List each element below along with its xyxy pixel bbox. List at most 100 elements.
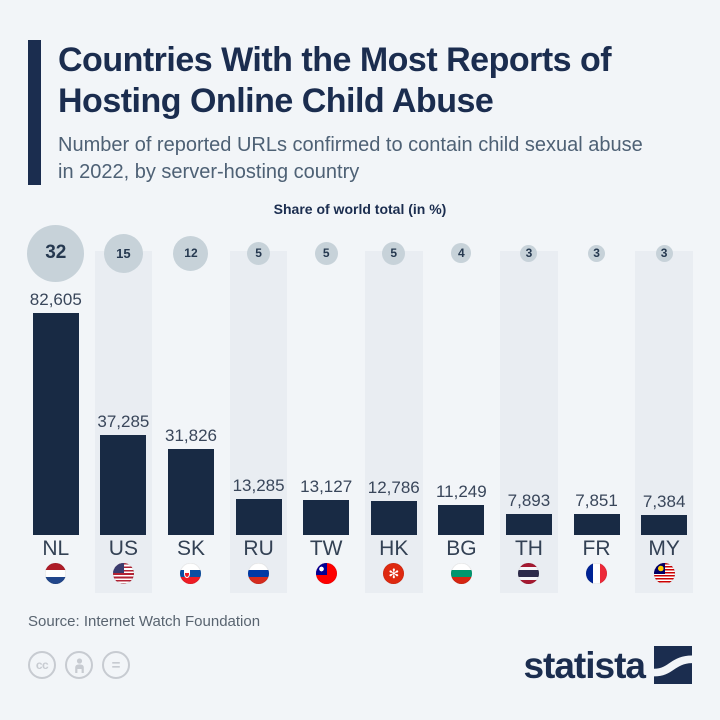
country-code-label: RU [243,537,274,561]
flag-zone [180,563,202,593]
bar-zone: 37,285 [90,285,158,536]
share-bubble-zone: 3 [588,221,606,285]
country-code-label: SK [176,537,205,561]
bar [573,514,620,536]
bar [235,499,282,536]
source-text: Source: Internet Watch Foundation [28,613,261,631]
column-background-stripe [94,251,153,594]
country-flag-icon [180,563,202,585]
chart-column: 3 7,893 TH [495,221,563,594]
bar [641,515,688,536]
share-bubble: 3 [655,244,673,262]
bar [167,449,214,536]
column-background-stripe [500,251,558,594]
statista-wordmark: statista [523,644,646,686]
bar-zone: 7,851 [563,285,631,536]
country-flag-icon [653,563,675,585]
column-content: 3 7,384 MY [630,221,698,593]
footer: Source: Internet Watch Foundation cc = s… [0,593,720,720]
country-code-label: US [108,537,138,561]
share-bubble: 12 [173,235,209,271]
share-bubble-zone: 4 [451,221,472,285]
country-flag-icon [450,563,472,585]
bar-value-label: 13,285 [232,476,285,496]
column-content: 5 13,127 TW [292,221,360,593]
chart-column: 5 13,127 TW [292,221,360,593]
country-flag-icon [45,563,67,585]
bar-value-label: 12,786 [367,478,420,498]
country-flag-icon [586,563,608,585]
header-text: Countries With the Most Reports of Hosti… [58,40,692,185]
flag-zone [248,563,270,593]
country-code-label: FR [582,537,611,561]
country-code-label: TW [309,537,343,561]
country-flag-icon [315,563,337,585]
bar-zone: 13,127 [292,285,360,536]
bar [505,514,552,536]
share-bubble-zone: 32 [27,221,85,285]
country-code-label: TH [514,537,543,561]
share-bubble-zone: 5 [247,221,271,285]
flag-zone [653,563,675,593]
flag-zone [45,563,67,593]
chart-column: 15 37,285 US [90,221,158,594]
column-content: 5 13,285 RU [225,221,293,593]
chart-column: 4 11,249 BG [428,221,496,593]
bar [438,505,485,536]
bar-zone: 82,605 [22,285,90,536]
share-bubble: 3 [520,244,538,262]
column-background-stripe [364,251,423,594]
share-bubble: 15 [103,233,143,273]
share-bubble: 32 [27,224,85,282]
column-background-stripe [229,251,288,594]
bar-chart: 32 82,605 NL 15 37,285 [0,221,720,594]
country-code-label: BG [446,537,477,561]
flag-zone [383,563,405,593]
column-content: 5 12,786 HK [360,221,428,593]
bar-zone: 12,786 [360,285,428,536]
statista-logo: statista [523,644,692,686]
column-content: 3 7,893 TH [495,221,563,593]
share-bubble-zone: 15 [103,221,143,285]
country-flag-icon [112,563,134,585]
header: Countries With the Most Reports of Hosti… [0,0,720,186]
bar [370,501,417,536]
chart-column: 3 7,851 FR [563,221,631,593]
bar-zone: 7,384 [630,285,698,536]
bar-value-label: 31,826 [164,426,217,446]
chart-column: 5 12,786 HK [360,221,428,594]
bar-zone: 13,285 [225,285,293,536]
flag-zone [112,563,134,593]
bar-value-label: 82,605 [29,290,82,310]
chart-column: 5 13,285 RU [225,221,293,594]
share-bubble: 5 [382,241,406,265]
flag-zone [450,563,472,593]
bar-value-label: 7,851 [575,491,618,511]
license-icons: cc = [28,651,130,680]
bar-value-label: 13,127 [300,477,353,497]
page-title: Countries With the Most Reports of Hosti… [58,41,612,121]
bar-zone: 7,893 [495,285,563,536]
bar [303,500,350,536]
share-bubble-zone: 5 [314,221,338,285]
chart-column: 12 31,826 SK [157,221,225,593]
statista-logo-mark [654,646,692,685]
bar-value-label: 7,893 [507,491,551,511]
bar-zone: 31,826 [157,285,225,536]
no-derivatives-icon: = [102,651,130,680]
flag-zone [315,563,337,593]
title-accent-bar [28,40,41,186]
attribution-person-icon [65,651,93,680]
share-bubble-zone: 3 [520,221,538,285]
country-flag-icon [383,563,405,585]
country-code-label: HK [379,537,409,561]
bar-zone: 11,249 [428,285,496,536]
country-flag-icon [518,563,540,585]
bar-value-label: 7,384 [642,492,686,512]
share-bubble-zone: 3 [655,221,673,285]
chart-column: 3 7,384 MY [630,221,698,594]
column-content: 15 37,285 US [90,221,158,593]
country-code-label: MY [648,537,680,561]
column-background-stripe [635,251,693,594]
